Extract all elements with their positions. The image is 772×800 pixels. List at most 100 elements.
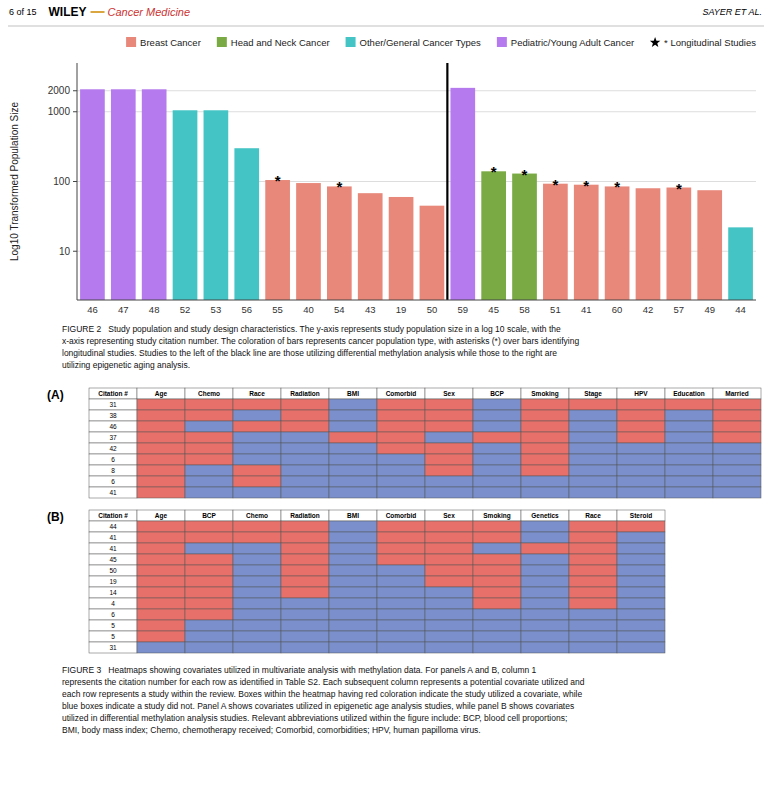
cell	[569, 410, 617, 421]
legend-label: Other/General Cancer Types	[360, 37, 482, 48]
x-tick-label: 19	[396, 304, 407, 315]
caption-line: utilizing epigenetic aging analysis.	[62, 360, 190, 370]
x-tick-label: 53	[211, 304, 222, 315]
cell	[281, 609, 329, 620]
cell	[137, 432, 185, 443]
cell	[569, 631, 617, 642]
legend-swatch	[217, 37, 227, 47]
header-cell	[329, 388, 377, 399]
cell	[377, 554, 425, 565]
row-label-cell	[89, 532, 137, 543]
cell	[425, 410, 473, 421]
cell	[281, 543, 329, 554]
column-label: BMI	[347, 512, 359, 519]
cell	[617, 609, 665, 620]
cell	[137, 620, 185, 631]
column-label: Race	[585, 512, 601, 519]
cell	[137, 443, 185, 454]
bar	[389, 197, 414, 300]
row-label-cell	[89, 598, 137, 609]
cell	[665, 487, 713, 498]
cell	[233, 554, 281, 565]
cell	[281, 631, 329, 642]
bar	[142, 89, 167, 300]
row-label-cell	[89, 576, 137, 587]
bar	[636, 188, 661, 300]
cell	[233, 543, 281, 554]
row-header: Citation #	[98, 390, 128, 397]
x-tick-label: 42	[643, 304, 654, 315]
cell	[329, 487, 377, 498]
cell	[233, 576, 281, 587]
cell	[137, 631, 185, 642]
cell	[617, 620, 665, 631]
legend-item: Other/General Cancer Types	[346, 37, 482, 48]
cell	[377, 454, 425, 465]
column-label: Sex	[443, 390, 455, 397]
cell	[233, 421, 281, 432]
row-label: 38	[109, 412, 117, 419]
legend-swatch	[126, 37, 136, 47]
cell	[329, 609, 377, 620]
cell	[377, 587, 425, 598]
cell	[329, 532, 377, 543]
annotation: *	[336, 178, 342, 195]
cell	[569, 620, 617, 631]
cell	[473, 432, 521, 443]
legend-label: Pediatric/Young Adult Cancer	[511, 37, 634, 48]
cell	[329, 642, 377, 653]
cell	[137, 421, 185, 432]
cell	[329, 576, 377, 587]
cell	[281, 598, 329, 609]
cell	[185, 598, 233, 609]
x-tick-label: 57	[674, 304, 685, 315]
row-label: 37	[109, 434, 117, 441]
cell	[281, 532, 329, 543]
cell	[569, 421, 617, 432]
cell	[233, 565, 281, 576]
cell	[137, 410, 185, 421]
x-tick-label: 41	[581, 304, 592, 315]
figure: 6 of 15WILEYCancer MedicineSAYER ET AL.B…	[0, 0, 772, 800]
cell	[665, 454, 713, 465]
cell	[185, 432, 233, 443]
cell	[137, 642, 185, 653]
header-cell	[137, 510, 185, 521]
row-label: 41	[109, 534, 117, 541]
cell	[713, 476, 761, 487]
cell	[329, 631, 377, 642]
y-tick	[73, 181, 77, 182]
bar	[420, 206, 445, 300]
column-label: Chemo	[246, 512, 268, 519]
column-label: Education	[673, 390, 704, 397]
cell	[233, 454, 281, 465]
cell	[377, 399, 425, 410]
column-label: Radiation	[290, 390, 320, 397]
row-label-cell	[89, 421, 137, 432]
cell	[233, 476, 281, 487]
header-cell	[569, 510, 617, 521]
panel-label: (B)	[47, 510, 64, 524]
bar	[450, 88, 475, 300]
cell	[569, 454, 617, 465]
annotation: *	[583, 177, 589, 194]
header-cell	[617, 510, 665, 521]
divider	[446, 63, 448, 300]
cell	[713, 399, 761, 410]
column-label: Radiation	[290, 512, 320, 519]
y-axis-label: Log10 Transformed Population Size	[9, 102, 20, 261]
cell	[329, 620, 377, 631]
cell	[473, 465, 521, 476]
cell	[281, 443, 329, 454]
cell	[425, 565, 473, 576]
cell	[713, 443, 761, 454]
panel-label: (A)	[47, 388, 64, 402]
row-label: 14	[109, 589, 117, 596]
cell	[521, 543, 569, 554]
caption-line: blue boxes indicate a study did not. Pan…	[62, 701, 574, 711]
cell	[233, 620, 281, 631]
x-tick-label: 52	[180, 304, 191, 315]
header-cell	[617, 388, 665, 399]
cell	[617, 565, 665, 576]
cell	[665, 410, 713, 421]
